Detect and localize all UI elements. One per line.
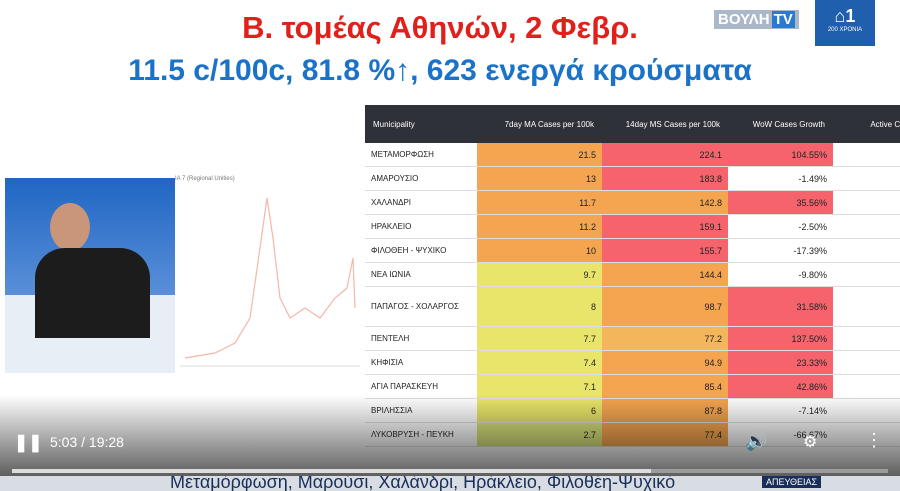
table-cell: ΦΙΛΟΘΕΗ - ΨΥΧΙΚΟ <box>365 238 477 263</box>
column-header[interactable]: Municipality <box>365 105 477 143</box>
column-header[interactable]: Active Cases <box>833 105 900 143</box>
sign-language-video <box>5 178 175 373</box>
table-cell: 21.5 <box>477 143 602 167</box>
settings-button[interactable]: ⚙ <box>803 434 818 451</box>
table-cell: ΝΕΑ ΙΩΝΙΑ <box>365 262 477 287</box>
table-cell: 2 <box>833 326 900 351</box>
table-cell: 224.1 <box>602 143 728 167</box>
player-overlay <box>0 395 900 491</box>
volume-button[interactable]: 🔊 <box>745 431 768 451</box>
table-cell: 9.7 <box>477 262 602 287</box>
table-cell: 137.50% <box>728 326 833 351</box>
table-cell: 98.7 <box>602 286 728 327</box>
table-cell: 7 <box>833 262 900 287</box>
live-label: ΑΠΕΥΘΕΙΑΣ <box>762 476 822 488</box>
anniversary-logo: ⌂1 200 ΧΡΟΝΙΑ <box>815 0 875 46</box>
table-cell: ΚΗΦΙΣΙΑ <box>365 350 477 375</box>
table-cell: 159.1 <box>602 214 728 239</box>
table-cell: 31.58% <box>728 286 833 327</box>
table-cell: 183.8 <box>602 166 728 191</box>
ticker: Μεταμόρφωση, Μαρούσι, Χαλάνδρι, Ηράκλειο… <box>0 476 900 491</box>
table-cell: ΠΕΝΤΕΛΗ <box>365 326 477 351</box>
table-cell: 144.4 <box>602 262 728 287</box>
chart-thumb: IA 7 (Regional Unities) <box>175 168 363 383</box>
table-cell: 3 <box>833 286 900 327</box>
table-cell: 11 <box>833 166 900 191</box>
table-cell: 85.4 <box>602 374 728 399</box>
column-header[interactable]: 14day MS Cases per 100k <box>602 105 728 143</box>
ticker-text: Μεταμόρφωση, Μαρούσι, Χαλάνδρι, Ηράκλειο… <box>170 476 676 491</box>
menu-button[interactable]: ⋮ <box>865 430 883 450</box>
table-cell: -9.80% <box>728 262 833 287</box>
table-cell: ΗΡΑΚΛΕΙΟ <box>365 214 477 239</box>
progress-bar[interactable] <box>12 469 888 473</box>
table-cell: 8 <box>477 286 602 327</box>
table-cell: 2 <box>833 238 900 263</box>
table-cell: 23.33% <box>728 350 833 375</box>
table-cell: ΠΑΠΑΓΟΣ - ΧΟΛΑΡΓΟΣ <box>365 286 477 327</box>
table-cell: 77.2 <box>602 326 728 351</box>
table-cell: 4 <box>833 350 900 375</box>
channel-tv: TV <box>771 11 795 28</box>
table-cell: ΑΜΑΡΟΥΣΙΟ <box>365 166 477 191</box>
pause-button[interactable]: ❚❚ <box>14 433 43 452</box>
table-cell: 11.7 <box>477 190 602 215</box>
column-header[interactable]: WoW Cases Growth <box>728 105 833 143</box>
table-cell: -2.50% <box>728 214 833 239</box>
table-cell: 35.56% <box>728 190 833 215</box>
table-cell: -1.49% <box>728 166 833 191</box>
anniversary: 200 ΧΡΟΝΙΑ <box>827 27 863 33</box>
table-cell: 94.9 <box>602 350 728 375</box>
table-cell: 7.4 <box>477 350 602 375</box>
table-cell: 10 <box>477 238 602 263</box>
table-cell: 155.7 <box>602 238 728 263</box>
column-header[interactable]: 7day MA Cases per 100k <box>477 105 602 143</box>
table-cell: 5 <box>833 143 900 167</box>
chart-thumb-label: IA 7 (Regional Unities) <box>175 176 235 182</box>
channel-logo: ΒΟΥΛΗ TV <box>714 10 799 29</box>
table-cell: ΧΑΛΑΝΔΡΙ <box>365 190 477 215</box>
table-cell: 9 <box>833 190 900 215</box>
table-cell: 104.55% <box>728 143 833 167</box>
table-cell: -17.39% <box>728 238 833 263</box>
table-cell: 7 <box>833 214 900 239</box>
table-cell: 42.86% <box>728 374 833 399</box>
table-cell: ΜΕΤΑΜΟΡΦΩΣΗ <box>365 143 477 167</box>
table-cell: 11.2 <box>477 214 602 239</box>
table-cell: 13 <box>477 166 602 191</box>
time-display: 5:03 / 19:28 <box>50 434 124 450</box>
channel: ΒΟΥΛΗ <box>718 11 770 28</box>
subtitle: 11.5 c/100c, 81.8 %↑, 623 ενεργά κρούσμα… <box>128 54 752 87</box>
table-cell: 7.7 <box>477 326 602 351</box>
title: Β. τομέας Αθηνών, 2 Φεβρ. <box>242 10 638 45</box>
table-cell: 142.8 <box>602 190 728 215</box>
